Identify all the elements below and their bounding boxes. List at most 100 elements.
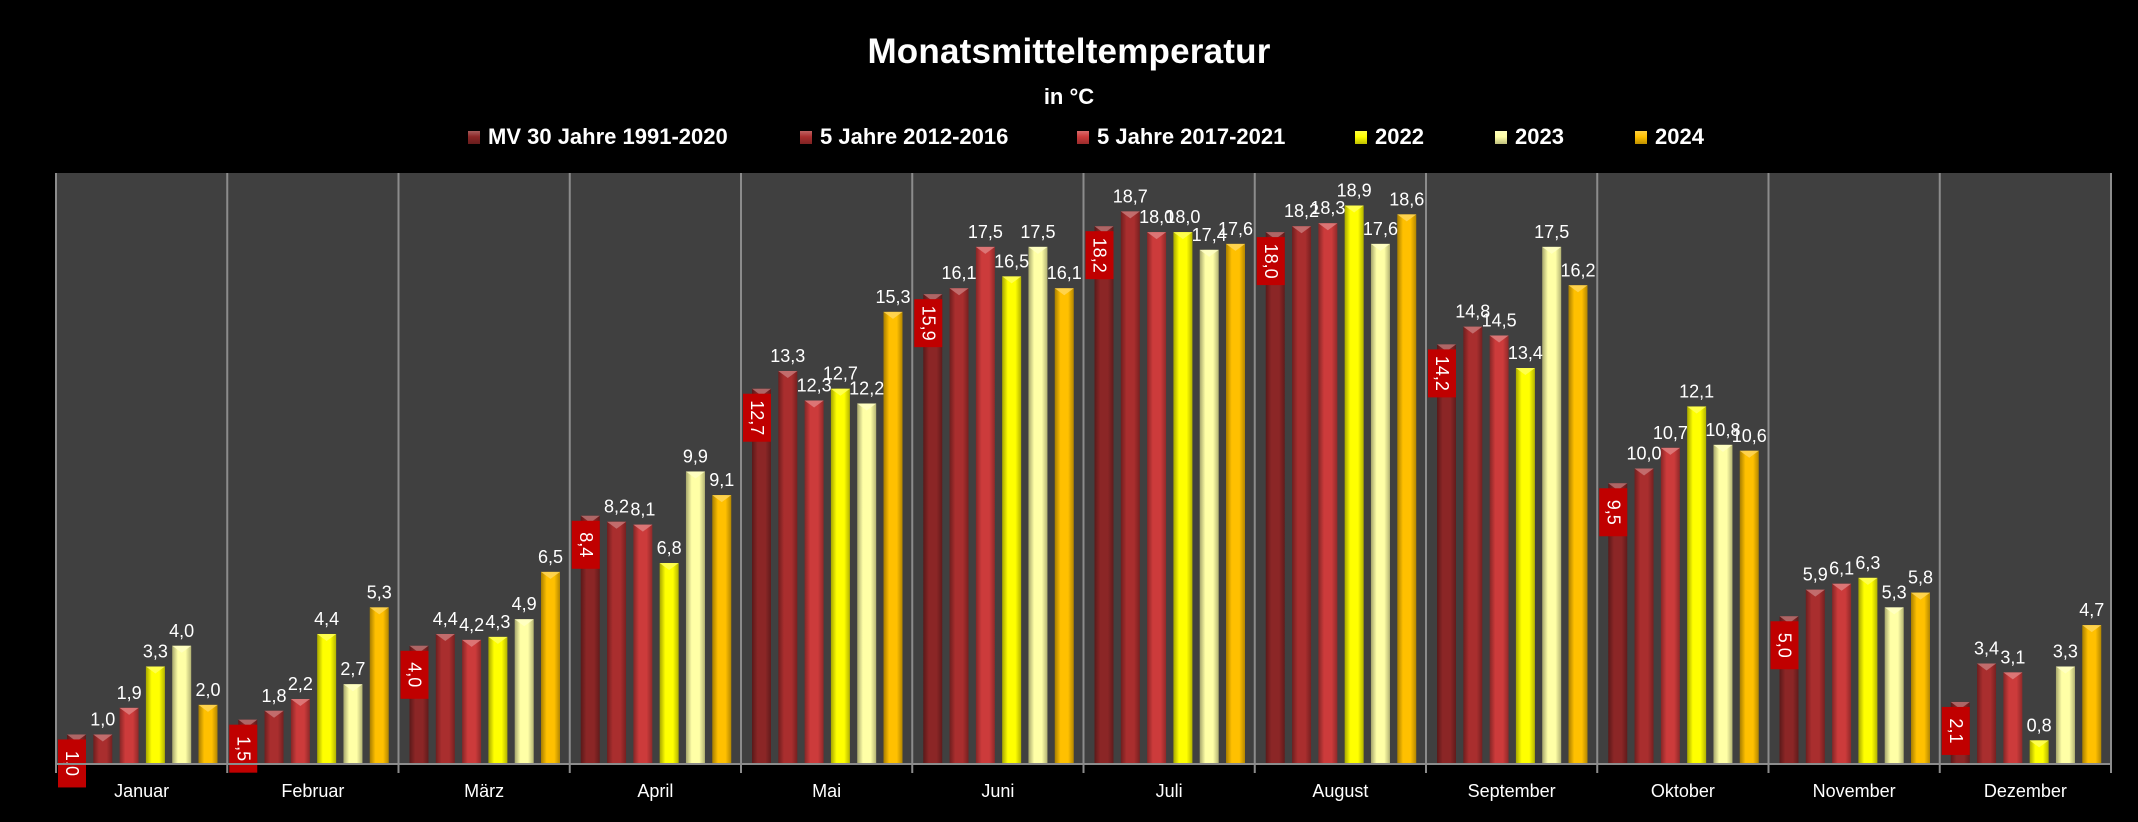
bar-cap bbox=[435, 633, 455, 641]
bar-cap bbox=[1977, 663, 1997, 671]
bar bbox=[172, 645, 192, 764]
data-label: 5,3 bbox=[1882, 582, 1907, 602]
data-label: 15,9 bbox=[918, 306, 938, 341]
data-label: 12,3 bbox=[797, 376, 832, 396]
bar-cap bbox=[541, 571, 560, 579]
x-tick-label: August bbox=[1312, 781, 1368, 801]
data-label-box bbox=[743, 393, 771, 442]
bar bbox=[1739, 450, 1759, 764]
bar-cap bbox=[1660, 447, 1680, 455]
data-label: 16,2 bbox=[1560, 260, 1595, 280]
legend: MV 30 Jahre 1991-2020 5 Jahre 2012-2016 … bbox=[0, 124, 2138, 152]
data-label-box bbox=[1599, 488, 1628, 537]
bar bbox=[1884, 607, 1904, 764]
category-group-august bbox=[1265, 205, 1417, 765]
bar bbox=[1318, 223, 1338, 765]
bar bbox=[923, 294, 943, 764]
bar-cap bbox=[1120, 211, 1140, 219]
bar bbox=[488, 636, 508, 764]
bar-cap bbox=[1173, 232, 1193, 240]
bar bbox=[830, 388, 850, 764]
bar-cap bbox=[1437, 344, 1456, 352]
chart-title: Monatsmitteltemperatur bbox=[867, 32, 1271, 71]
data-label: 4,9 bbox=[512, 594, 537, 614]
bar bbox=[857, 403, 877, 764]
bar-cap bbox=[1344, 205, 1364, 213]
bar-cap bbox=[1489, 335, 1509, 343]
bar bbox=[2029, 740, 2049, 764]
bar-cap bbox=[1634, 468, 1654, 476]
data-label: 18,0 bbox=[1139, 207, 1174, 227]
data-label: 5,3 bbox=[367, 582, 392, 602]
data-label: 0,8 bbox=[2027, 715, 2052, 735]
bar-cap bbox=[119, 707, 139, 715]
legend-label: 2022 bbox=[1375, 124, 1424, 149]
legend-item-5-jahre-2012-2016: 5 Jahre 2012-2016 bbox=[800, 124, 1008, 150]
data-label: 5,8 bbox=[1908, 568, 1933, 588]
bar-cap bbox=[804, 400, 824, 408]
data-label: 8,4 bbox=[576, 532, 596, 557]
data-label-box bbox=[400, 650, 429, 699]
bar-cap bbox=[93, 734, 113, 742]
data-label-box bbox=[914, 299, 943, 348]
category-group-juni bbox=[923, 246, 1074, 764]
data-label: 2,2 bbox=[288, 674, 313, 694]
bar bbox=[1911, 592, 1930, 764]
data-label: 4,3 bbox=[485, 612, 510, 632]
bar-cap bbox=[2003, 672, 2023, 680]
bar-cap bbox=[145, 666, 165, 674]
bar-cap bbox=[1463, 326, 1483, 334]
bar-cap bbox=[2055, 666, 2075, 674]
data-label: 4,0 bbox=[169, 621, 194, 641]
bar-cap bbox=[264, 710, 284, 718]
data-label-box bbox=[1770, 621, 1799, 670]
bar bbox=[1437, 344, 1456, 764]
data-label: 16,1 bbox=[942, 263, 977, 283]
x-tick-label: April bbox=[637, 781, 673, 801]
bar-cap bbox=[409, 645, 429, 653]
legend-swatch bbox=[468, 130, 480, 144]
data-label: 3,1 bbox=[2000, 647, 2025, 667]
bar-cap bbox=[883, 311, 903, 319]
bar-cap bbox=[317, 633, 337, 641]
bar bbox=[1199, 249, 1219, 764]
legend-swatch bbox=[1635, 130, 1647, 144]
legend-label: 2024 bbox=[1655, 124, 1704, 149]
data-label: 3,3 bbox=[2053, 641, 2078, 661]
bar-cap bbox=[1568, 285, 1588, 293]
bar-cap bbox=[580, 515, 600, 523]
bar-cap bbox=[1265, 232, 1285, 240]
bar bbox=[317, 633, 337, 764]
bar bbox=[2082, 625, 2102, 764]
bar bbox=[1094, 226, 1114, 764]
bar-cap bbox=[343, 684, 363, 692]
data-label: 4,4 bbox=[433, 609, 458, 629]
x-tick-label: März bbox=[464, 781, 504, 801]
data-label: 8,1 bbox=[630, 500, 655, 520]
bar-cap bbox=[633, 524, 653, 532]
data-label: 15,3 bbox=[875, 287, 910, 307]
x-tick-label: Juli bbox=[1156, 781, 1183, 801]
data-label: 12,7 bbox=[823, 364, 858, 384]
data-label: 18,0 bbox=[1165, 207, 1200, 227]
data-label: 18,7 bbox=[1113, 186, 1148, 206]
legend-label: MV 30 Jahre 1991-2020 bbox=[488, 124, 728, 149]
bar bbox=[712, 495, 732, 764]
data-label: 1,5 bbox=[233, 736, 253, 761]
data-label-box bbox=[1941, 706, 1970, 755]
bar bbox=[462, 639, 482, 764]
bar bbox=[290, 698, 310, 764]
bar-cap bbox=[290, 698, 310, 706]
bar-cap bbox=[1687, 406, 1707, 414]
bar bbox=[1660, 447, 1680, 764]
x-axis: Januar Februar März April Mai Juni Juli August S… bbox=[55, 763, 2112, 801]
data-label: 9,1 bbox=[709, 470, 734, 490]
data-label: 4,7 bbox=[2079, 600, 2104, 620]
bar-cap bbox=[1858, 577, 1878, 585]
data-label: 4,4 bbox=[314, 609, 339, 629]
data-label: 4,2 bbox=[459, 615, 484, 635]
bar bbox=[514, 619, 534, 764]
data-label: 6,1 bbox=[1829, 559, 1854, 579]
bar-cap bbox=[1911, 592, 1930, 600]
data-label: 1,0 bbox=[90, 709, 115, 729]
